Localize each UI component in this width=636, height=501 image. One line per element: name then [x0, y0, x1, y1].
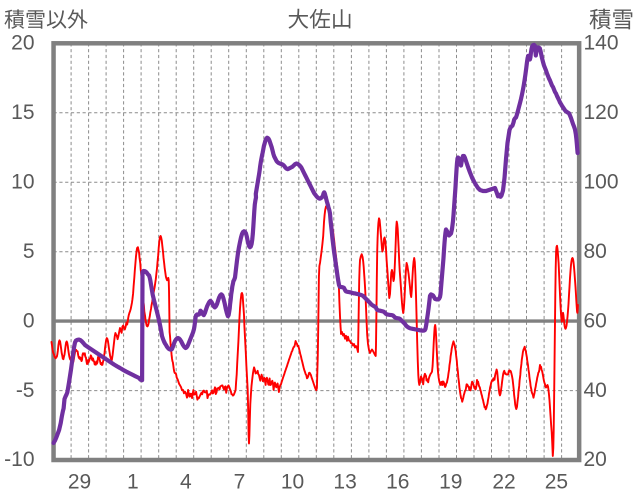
- svg-text:80: 80: [584, 240, 607, 263]
- svg-text:60: 60: [584, 309, 607, 332]
- svg-text:13: 13: [333, 471, 356, 494]
- svg-text:20: 20: [11, 32, 34, 55]
- svg-text:22: 22: [492, 471, 515, 494]
- svg-text:100: 100: [584, 171, 619, 194]
- svg-text:4: 4: [180, 471, 192, 494]
- svg-text:25: 25: [545, 471, 568, 494]
- svg-text:5: 5: [23, 240, 35, 263]
- svg-text:19: 19: [439, 471, 462, 494]
- svg-text:1: 1: [127, 471, 139, 494]
- svg-text:0: 0: [23, 309, 35, 332]
- svg-text:29: 29: [68, 471, 91, 494]
- svg-text:-10: -10: [4, 448, 34, 471]
- svg-text:15: 15: [11, 101, 34, 124]
- svg-text:20: 20: [584, 448, 607, 471]
- svg-text:-5: -5: [16, 379, 35, 402]
- svg-text:40: 40: [584, 379, 607, 402]
- svg-text:120: 120: [584, 101, 619, 124]
- svg-text:10: 10: [281, 471, 304, 494]
- svg-text:16: 16: [386, 471, 409, 494]
- svg-text:7: 7: [234, 471, 246, 494]
- svg-text:140: 140: [584, 32, 619, 55]
- svg-text:10: 10: [11, 171, 34, 194]
